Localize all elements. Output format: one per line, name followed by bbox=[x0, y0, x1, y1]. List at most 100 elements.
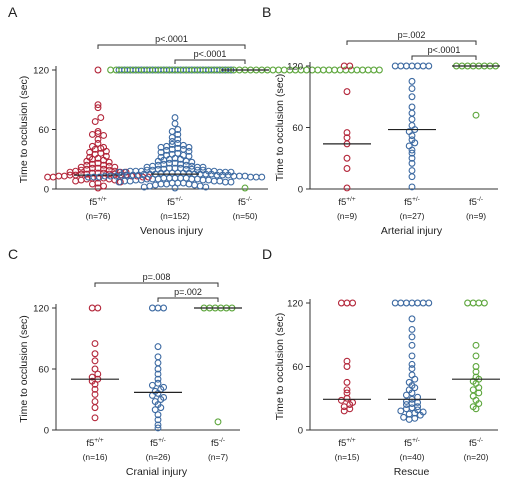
data-point bbox=[111, 163, 119, 171]
data-point bbox=[107, 66, 115, 74]
data-point bbox=[343, 363, 351, 370]
data-point bbox=[94, 66, 102, 74]
data-point bbox=[72, 177, 80, 185]
data-point bbox=[154, 411, 162, 419]
data-point bbox=[472, 352, 480, 360]
y-tick-label: 0 bbox=[298, 426, 303, 437]
group-label: f5-/- bbox=[238, 196, 252, 208]
data-point bbox=[397, 407, 405, 415]
data-point bbox=[469, 386, 477, 394]
data-point bbox=[91, 390, 99, 398]
data-point bbox=[337, 396, 345, 404]
x-axis-label: Rescue bbox=[394, 466, 430, 478]
data-point bbox=[464, 299, 472, 307]
group-n-label: (n=9) bbox=[466, 211, 486, 221]
group-n-label: (n=15) bbox=[335, 452, 360, 462]
panel-letter: C bbox=[8, 246, 18, 262]
data-point bbox=[91, 404, 99, 412]
p-value-label: p<.0001 bbox=[428, 45, 461, 55]
data-point bbox=[66, 168, 74, 176]
data-point bbox=[105, 158, 113, 166]
group-label: f5+/- bbox=[167, 196, 183, 208]
data-point bbox=[91, 380, 99, 388]
data-point bbox=[472, 405, 480, 413]
data-point bbox=[408, 77, 416, 85]
p-value-label: p=.002 bbox=[398, 30, 426, 40]
y-axis-label: Time to occlusion (sec) bbox=[274, 313, 286, 421]
data-point bbox=[408, 132, 416, 140]
data-point bbox=[408, 326, 416, 333]
data-point bbox=[154, 343, 162, 351]
data-point bbox=[408, 333, 416, 341]
y-tick-label: 0 bbox=[44, 185, 49, 196]
data-point bbox=[84, 173, 92, 181]
data-point bbox=[154, 416, 162, 424]
data-point bbox=[91, 118, 99, 126]
data-point bbox=[408, 154, 416, 162]
data-point bbox=[425, 299, 433, 307]
data-point bbox=[340, 407, 348, 415]
data-point bbox=[343, 129, 351, 137]
x-axis-label: Venous injury bbox=[140, 225, 204, 237]
data-point bbox=[405, 415, 413, 423]
y-tick-label: 60 bbox=[38, 365, 49, 376]
data-point bbox=[408, 360, 416, 368]
data-point bbox=[154, 365, 162, 373]
data-point bbox=[115, 66, 123, 74]
group-n-label: (n=16) bbox=[83, 452, 108, 462]
data-point bbox=[425, 62, 433, 70]
data-point bbox=[343, 88, 351, 96]
data-point bbox=[408, 341, 416, 349]
data-point bbox=[94, 104, 102, 112]
data-point bbox=[402, 401, 410, 409]
panel-letter: D bbox=[262, 246, 272, 262]
data-point bbox=[343, 386, 351, 394]
data-point bbox=[94, 184, 102, 192]
group-label: f5+/+ bbox=[338, 437, 356, 449]
data-point bbox=[475, 389, 483, 397]
data-point bbox=[91, 340, 99, 348]
data-point bbox=[88, 304, 96, 312]
data-point bbox=[174, 131, 182, 138]
y-axis-label: Time to occlusion (sec) bbox=[18, 76, 30, 184]
data-point bbox=[202, 183, 210, 191]
panel-letter: B bbox=[262, 4, 271, 20]
data-point bbox=[91, 357, 99, 365]
significance-bracket bbox=[174, 59, 246, 64]
data-point bbox=[408, 173, 416, 181]
group-label: f5+/+ bbox=[86, 437, 104, 449]
data-point bbox=[480, 299, 488, 307]
data-point bbox=[94, 101, 102, 109]
data-point bbox=[411, 139, 419, 147]
data-point bbox=[258, 173, 266, 181]
significance-bracket bbox=[411, 55, 477, 60]
significance-bracket bbox=[97, 44, 246, 49]
data-point bbox=[151, 406, 159, 414]
data-point bbox=[140, 183, 148, 191]
data-point bbox=[408, 149, 416, 157]
group-label: f5+/- bbox=[150, 437, 166, 449]
group-label: f5-/- bbox=[469, 196, 483, 208]
y-tick-label: 120 bbox=[33, 66, 49, 77]
significance-bracket bbox=[346, 40, 477, 45]
data-point bbox=[340, 62, 348, 70]
data-point bbox=[185, 152, 193, 160]
data-point bbox=[241, 184, 249, 192]
y-axis-label: Time to occlusion (sec) bbox=[18, 315, 30, 423]
group-label: f5-/- bbox=[211, 437, 225, 449]
group-label: f5+/- bbox=[404, 196, 420, 208]
data-point bbox=[391, 299, 399, 307]
p-value-label: p=.002 bbox=[174, 287, 202, 297]
data-point bbox=[91, 414, 99, 422]
data-point bbox=[171, 120, 179, 128]
data-point bbox=[349, 299, 357, 307]
data-point bbox=[91, 350, 99, 358]
data-point bbox=[94, 128, 102, 135]
data-point bbox=[94, 135, 102, 143]
data-point bbox=[154, 370, 162, 378]
group-label: f5+/+ bbox=[89, 196, 107, 208]
